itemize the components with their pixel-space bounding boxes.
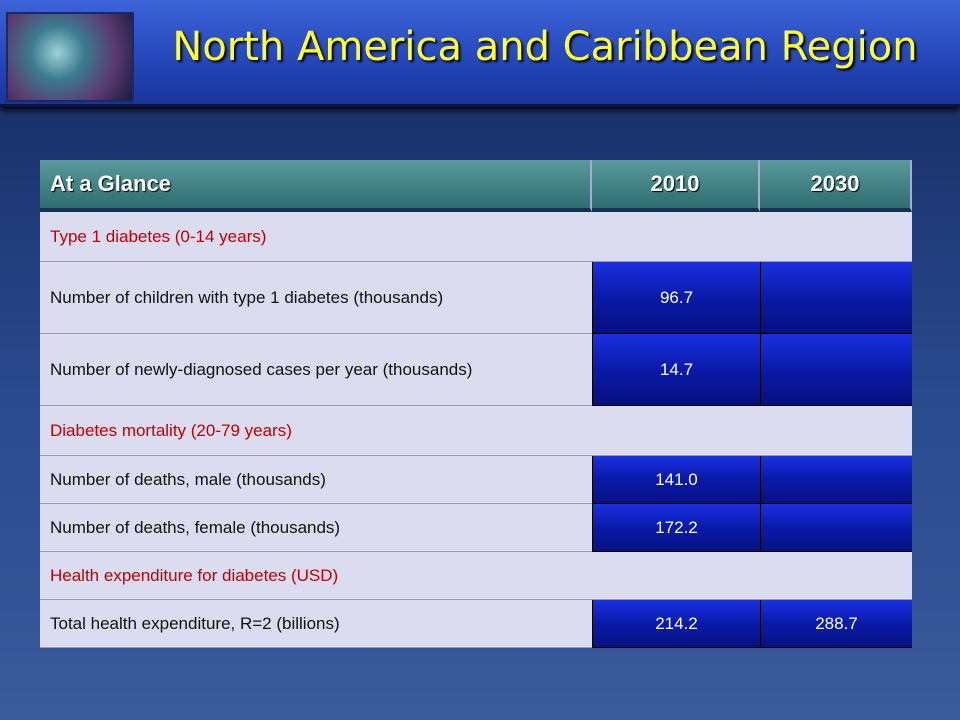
section-row: Type 1 diabetes (0-14 years) [40,212,912,262]
row-label: Number of children with type 1 diabetes … [40,262,592,334]
value-cell: 288.7 [760,600,912,648]
column-header: At a Glance [40,160,592,212]
row-label: Number of deaths, female (thousands) [40,504,592,552]
value-cell [760,456,912,504]
row-label: Number of newly-diagnosed cases per year… [40,334,592,406]
section-row: Health expenditure for diabetes (USD) [40,552,912,600]
column-header: 2030 [760,160,912,212]
value-cell [760,334,912,406]
value-cell: 172.2 [592,504,760,552]
value-cell: 214.2 [592,600,760,648]
row-label: Total health expenditure, R=2 (billions) [40,600,592,648]
column-header: 2010 [592,160,760,212]
slide-title: North America and Caribbean Region [172,24,918,70]
value-cell: 96.7 [592,262,760,334]
value-cell: 141.0 [592,456,760,504]
section-row: Diabetes mortality (20-79 years) [40,406,912,456]
title-bar: North America and Caribbean Region [0,0,960,107]
value-cell: 14.7 [592,334,760,406]
logo-image [6,12,134,102]
value-cell [760,504,912,552]
row-label: Number of deaths, male (thousands) [40,456,592,504]
value-cell [760,262,912,334]
